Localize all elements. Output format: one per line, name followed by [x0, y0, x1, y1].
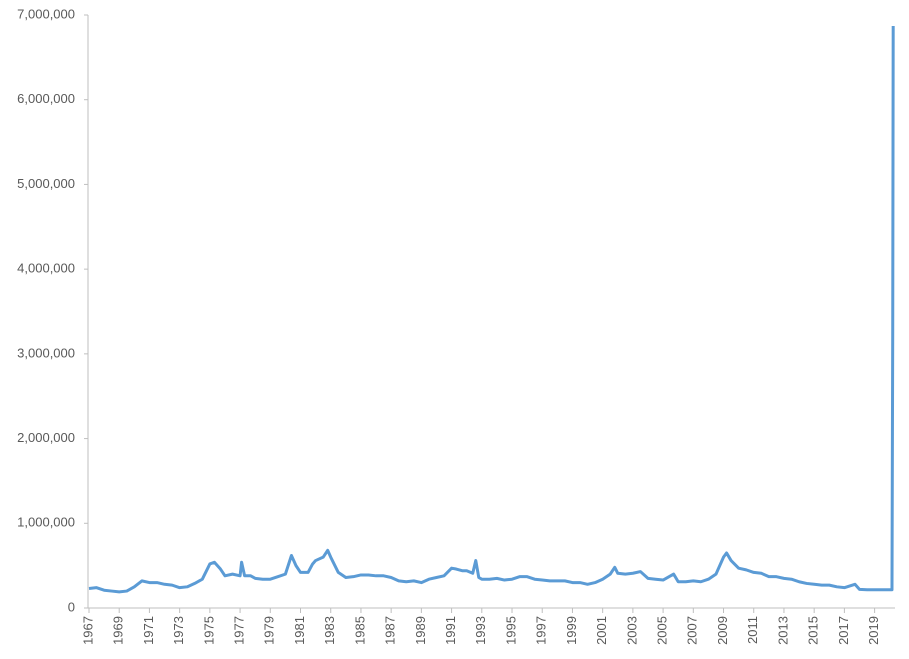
x-tick-label: 2011 — [745, 616, 760, 644]
y-tick-label: 7,000,000 — [17, 6, 75, 21]
x-tick-label: 2007 — [685, 616, 700, 645]
x-tick-label: 1971 — [141, 616, 156, 645]
x-tick-label: 1979 — [262, 616, 277, 645]
x-tick-label: 2009 — [715, 616, 730, 645]
x-tick-label: 1995 — [503, 616, 518, 645]
x-tick-label: 2013 — [775, 616, 790, 645]
x-tick-label: 2005 — [655, 616, 670, 645]
y-tick-label: 2,000,000 — [17, 430, 75, 445]
x-tick-label: 1981 — [292, 616, 307, 645]
data-line — [88, 26, 895, 594]
x-tick-label: 1985 — [352, 616, 367, 645]
x-tick-label: 1997 — [534, 616, 549, 645]
x-tick-label: 1983 — [322, 616, 337, 645]
x-tick-label: 1973 — [171, 616, 186, 645]
x-tick-label: 1967 — [80, 616, 95, 645]
y-tick-label: 1,000,000 — [17, 515, 75, 530]
y-tick-label: 5,000,000 — [17, 176, 75, 191]
x-tick-label: 2001 — [594, 616, 609, 645]
y-tick-label: 3,000,000 — [17, 345, 75, 360]
x-tick-label: 2003 — [624, 616, 639, 645]
x-tick-label: 1991 — [443, 616, 458, 645]
x-tick-label: 1975 — [201, 616, 216, 645]
x-tick-label: 1993 — [473, 616, 488, 645]
y-tick-label: 6,000,000 — [17, 91, 75, 106]
x-tick-label: 2019 — [866, 616, 881, 645]
x-tick-label: 1987 — [383, 616, 398, 645]
x-tick-label: 2015 — [806, 616, 821, 645]
y-tick-label: 4,000,000 — [17, 261, 75, 276]
y-tick-label: 0 — [68, 599, 75, 614]
x-tick-label: 1999 — [564, 616, 579, 645]
x-tick-label: 1989 — [413, 616, 428, 645]
x-tick-label: 1969 — [111, 616, 126, 645]
x-tick-label: 1977 — [232, 616, 247, 645]
x-tick-label: 2017 — [836, 616, 851, 645]
